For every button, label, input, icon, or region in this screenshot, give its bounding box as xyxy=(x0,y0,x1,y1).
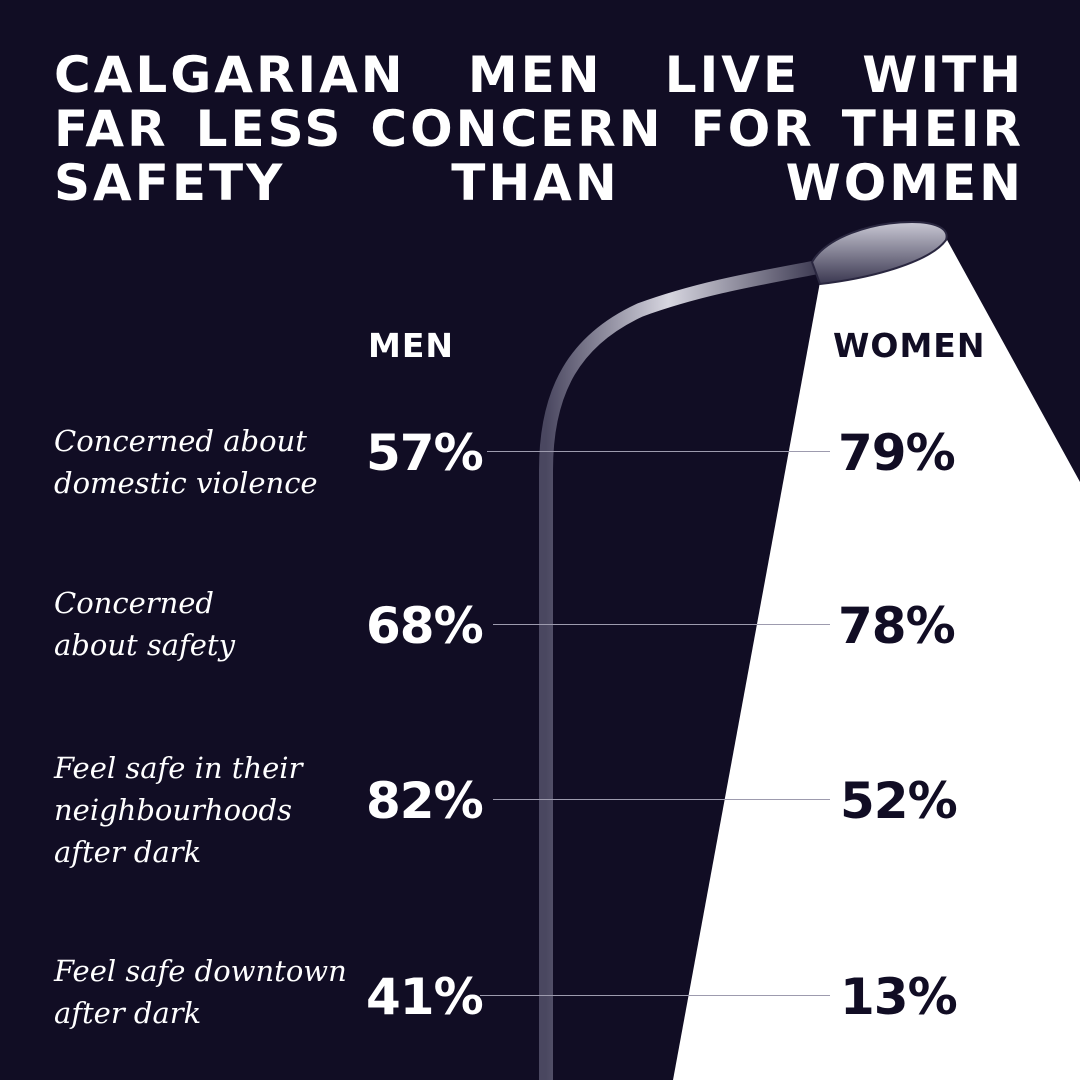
lamp-head xyxy=(810,220,948,286)
row-label: Feel safe downtown after dark xyxy=(54,954,347,1030)
women-value: 78% xyxy=(838,597,956,655)
women-value: 79% xyxy=(838,424,956,482)
legend-men: MEN xyxy=(368,326,454,365)
men-value: 41% xyxy=(366,968,484,1026)
lamp-pole xyxy=(539,260,825,1080)
men-value: 82% xyxy=(366,772,484,830)
men-value: 57% xyxy=(366,424,484,482)
connector-line xyxy=(480,995,830,996)
connector-line xyxy=(487,451,830,452)
row-label: Concerned about safety xyxy=(54,586,235,662)
women-value: 52% xyxy=(840,772,958,830)
connector-line xyxy=(493,624,830,625)
connector-line xyxy=(493,799,830,800)
row-label: Concerned about domestic violence xyxy=(54,424,318,500)
row-label: Feel safe in their neighbourhoods after … xyxy=(54,751,303,869)
legend-women: WOMEN xyxy=(833,326,986,365)
light-beam xyxy=(673,238,1080,1080)
chart-title: CALGARIAN MEN LIVE WITH FAR LESS CONCERN… xyxy=(54,46,1024,212)
men-value: 68% xyxy=(366,597,484,655)
women-value: 13% xyxy=(840,968,958,1026)
